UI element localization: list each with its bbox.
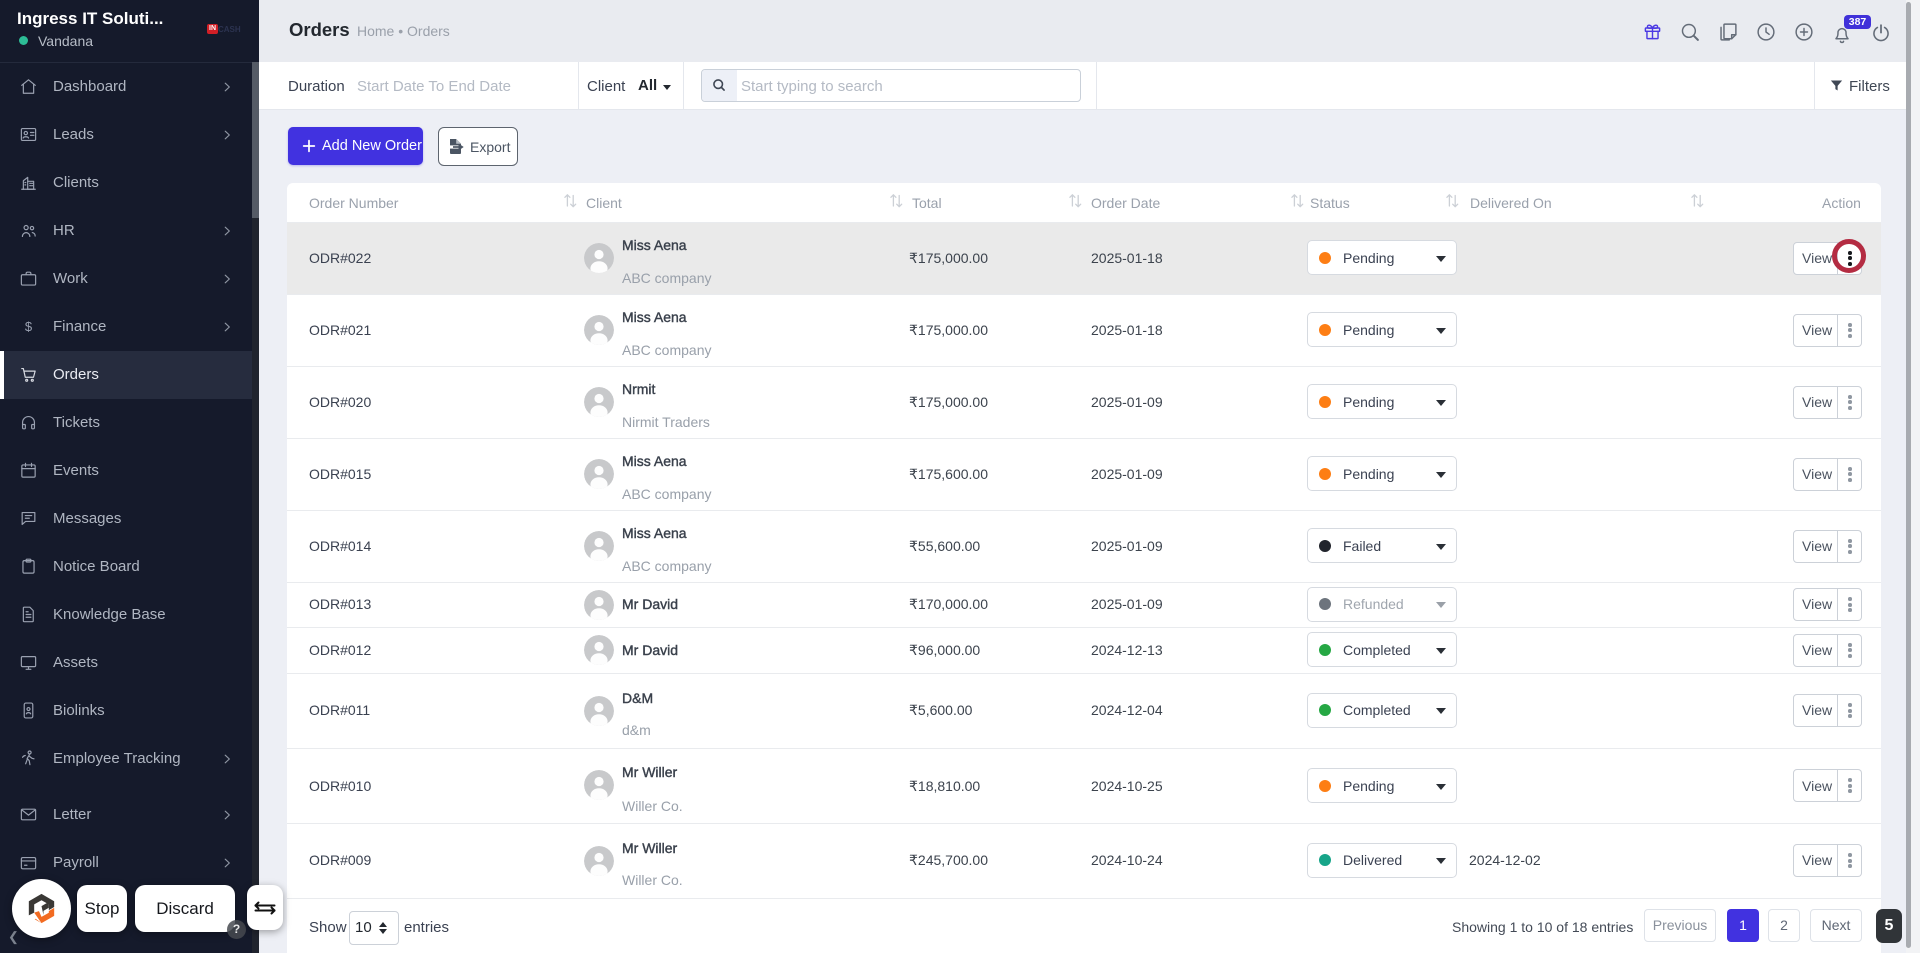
svg-text:$: $ <box>25 319 33 334</box>
